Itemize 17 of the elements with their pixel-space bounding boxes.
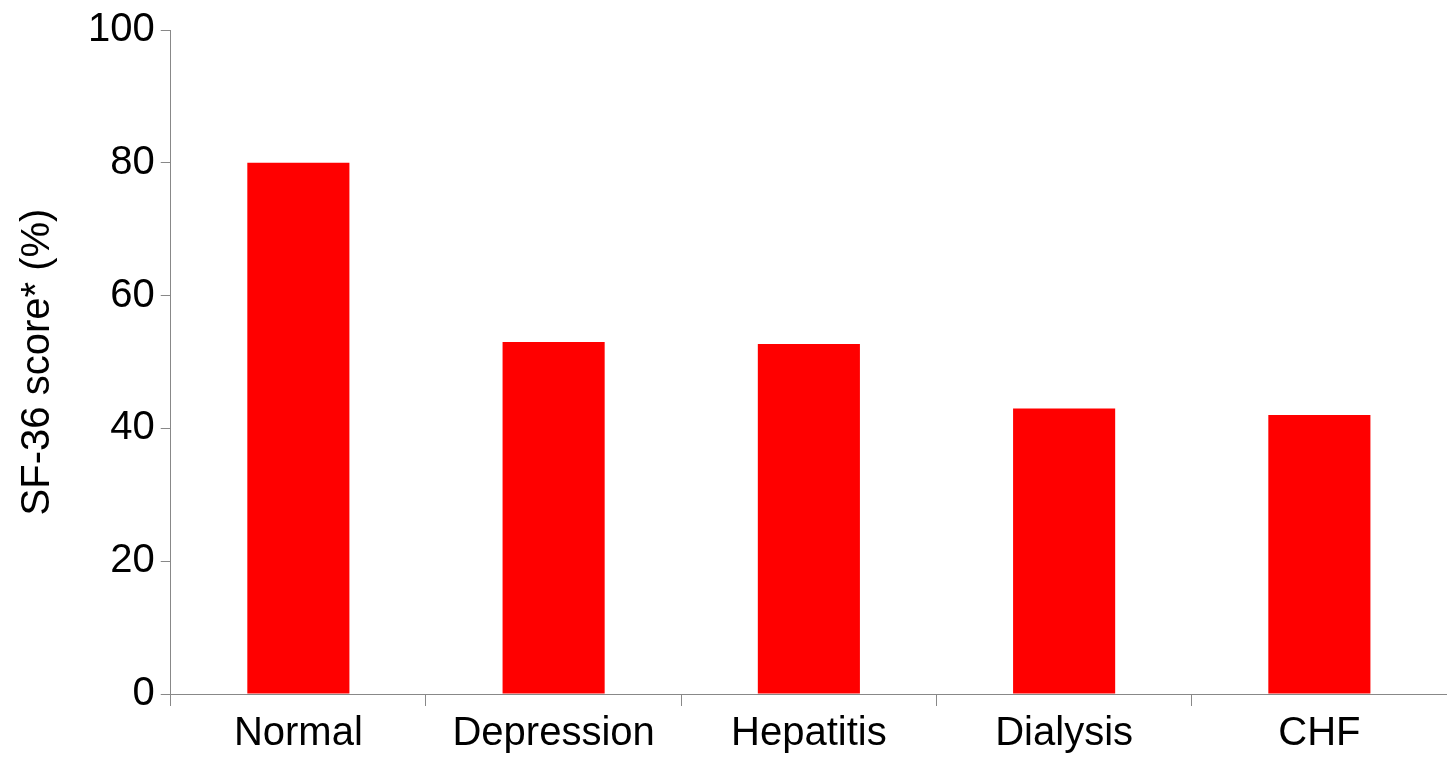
y-tick-label: 80 <box>110 137 155 182</box>
y-tick-label: 100 <box>87 5 155 50</box>
x-tick-label: Dialysis <box>995 709 1134 754</box>
x-tick-label: CHF <box>1278 709 1361 754</box>
x-tick-label: Normal <box>233 709 363 754</box>
x-tick-label: Depression <box>452 709 655 754</box>
y-tick-label: 40 <box>110 403 155 448</box>
y-tick-label: 0 <box>132 669 155 714</box>
x-tick-label: Hepatitis <box>731 709 887 754</box>
y-axis-title: SF-36 score* (%) <box>13 208 58 516</box>
bar <box>502 342 605 694</box>
y-tick-label: 20 <box>110 536 155 581</box>
bar <box>757 344 860 694</box>
bar <box>1013 408 1116 694</box>
bar <box>247 162 350 694</box>
bar <box>1268 415 1371 694</box>
y-tick-label: 60 <box>110 270 155 315</box>
